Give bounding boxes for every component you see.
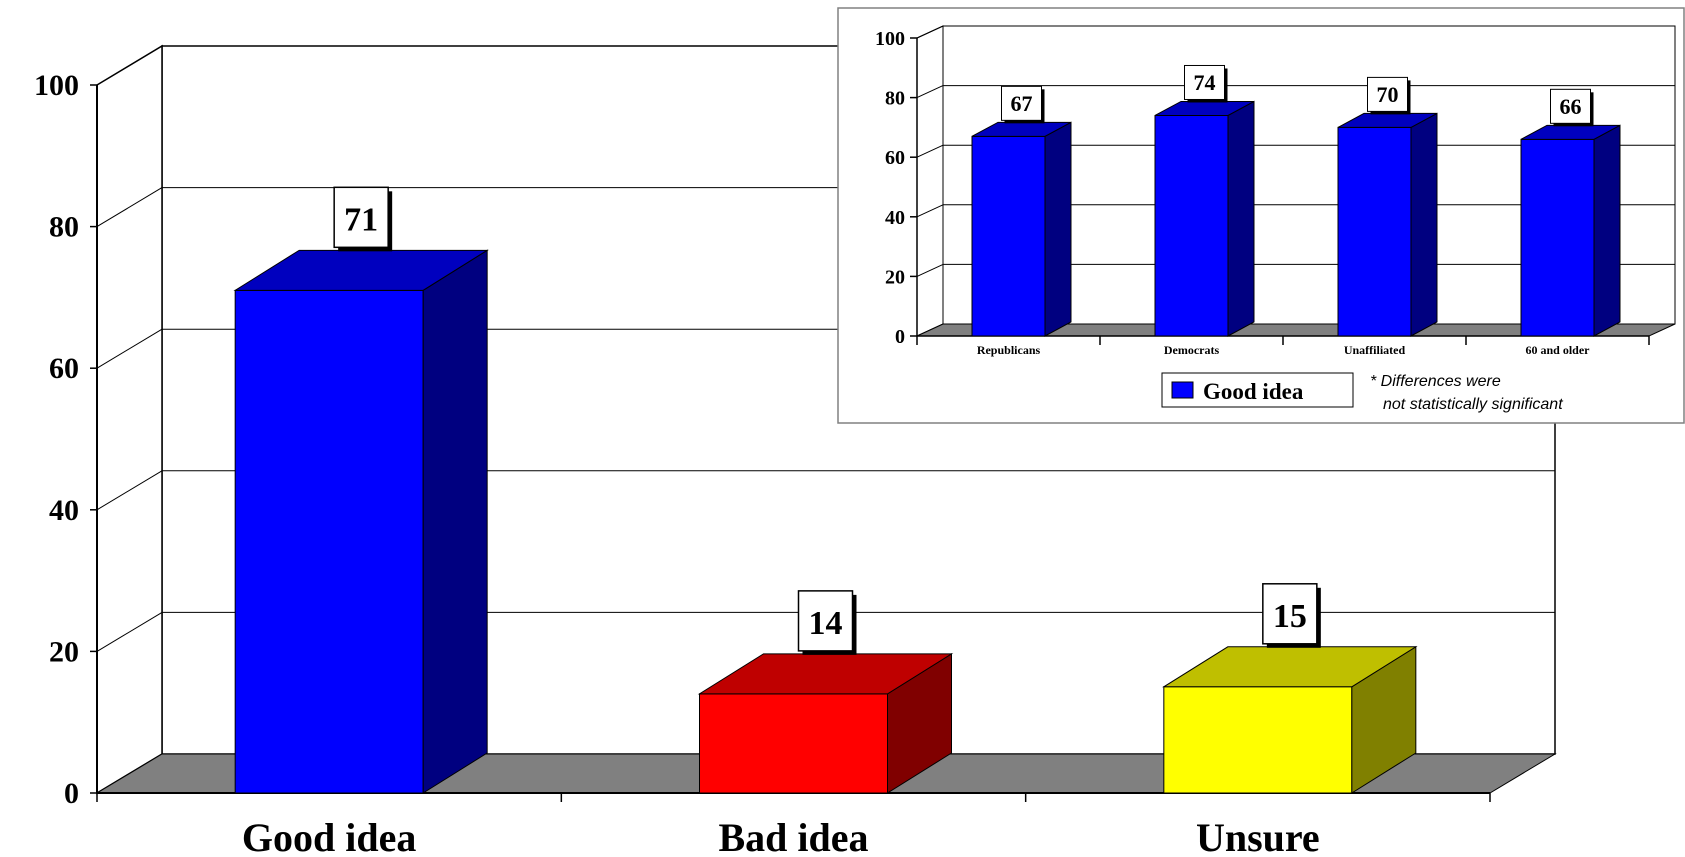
inset-legend: Good idea bbox=[1161, 372, 1354, 408]
main-bars bbox=[233, 249, 1418, 794]
main-side-wall bbox=[96, 44, 163, 795]
data-label: 74 bbox=[1184, 64, 1228, 103]
bar bbox=[1162, 645, 1418, 794]
data-label: 67 bbox=[1001, 85, 1045, 124]
main-x-ticks bbox=[96, 793, 1491, 802]
data-label-text: 71 bbox=[344, 202, 378, 239]
data-label: 15 bbox=[1262, 583, 1321, 648]
bar-side bbox=[1410, 112, 1438, 337]
data-label-text: 15 bbox=[1273, 598, 1307, 635]
y-tick-label: 100 bbox=[34, 69, 79, 102]
legend-box bbox=[1161, 372, 1354, 408]
bar bbox=[971, 121, 1072, 337]
bar bbox=[233, 249, 489, 794]
y-tick-label: 20 bbox=[49, 635, 79, 668]
gridline bbox=[916, 144, 944, 158]
y-tick-label: 60 bbox=[49, 352, 79, 385]
inset-bars bbox=[971, 100, 1621, 337]
bar-top bbox=[1337, 112, 1438, 128]
inset-x-ticks bbox=[916, 336, 1650, 345]
bar-front bbox=[1163, 686, 1353, 794]
bar-top bbox=[1162, 646, 1418, 688]
annotation-line-2: not statistically significant bbox=[1383, 396, 1563, 413]
bar-top bbox=[1154, 100, 1255, 116]
inset-side-wall bbox=[916, 25, 944, 337]
data-label: 66 bbox=[1550, 88, 1594, 127]
x-tick-label: Unsure bbox=[1196, 815, 1320, 857]
data-label-text: 67 bbox=[1011, 91, 1033, 116]
main-x-tick-labels: Good idea Bad idea Unsure bbox=[242, 815, 1320, 857]
bar bbox=[697, 652, 954, 794]
bar-side bbox=[1593, 124, 1621, 337]
data-label-text: 74 bbox=[1194, 70, 1216, 95]
data-label-text: 14 bbox=[809, 605, 843, 642]
x-tick-label: Democrats bbox=[1164, 343, 1220, 357]
bar-front bbox=[971, 135, 1046, 337]
legend-swatch bbox=[1171, 381, 1194, 399]
bar-front bbox=[1337, 126, 1412, 337]
y-tick-label: 100 bbox=[875, 28, 905, 50]
y-tick-label: 80 bbox=[885, 88, 905, 110]
x-tick-label: Bad idea bbox=[718, 815, 868, 857]
bar-top bbox=[1520, 124, 1621, 140]
gridline bbox=[96, 328, 163, 369]
annotation-line-1: * Differences were bbox=[1370, 373, 1501, 390]
gridline bbox=[916, 263, 944, 277]
bar-side bbox=[1227, 100, 1255, 337]
inset-data-labels: 67 74 70 66 bbox=[1001, 64, 1594, 127]
gridline bbox=[96, 611, 163, 652]
y-tick-label: 0 bbox=[64, 777, 79, 810]
bar-side bbox=[422, 249, 488, 794]
x-tick-label: Unaffiliated bbox=[1344, 343, 1406, 357]
gridline bbox=[96, 470, 163, 511]
legend-label: Good idea bbox=[1203, 379, 1304, 404]
gridline bbox=[96, 187, 163, 228]
x-tick-label: Republicans bbox=[977, 343, 1041, 357]
bar-side bbox=[1044, 121, 1072, 337]
x-tick-label: 60 and older bbox=[1525, 343, 1590, 357]
bar-top bbox=[971, 121, 1072, 137]
data-label: 70 bbox=[1367, 76, 1411, 115]
y-tick-label: 80 bbox=[49, 211, 79, 244]
bar bbox=[1337, 112, 1438, 337]
main-data-labels: 71 14 15 bbox=[333, 186, 1321, 655]
bar-front bbox=[699, 693, 888, 794]
gridline bbox=[916, 25, 944, 39]
x-tick-label: Good idea bbox=[242, 815, 416, 857]
data-label: 71 bbox=[333, 186, 393, 252]
y-tick-label: 20 bbox=[885, 266, 905, 288]
data-label-text: 66 bbox=[1560, 94, 1582, 119]
data-label: 14 bbox=[797, 590, 857, 655]
bar-top bbox=[233, 249, 489, 291]
gridline bbox=[96, 45, 163, 86]
y-tick-label: 0 bbox=[895, 326, 905, 348]
gridline bbox=[916, 204, 944, 218]
bar-front bbox=[234, 289, 424, 794]
y-tick-label: 60 bbox=[885, 147, 905, 169]
inset-x-tick-labels: Republicans Democrats Unaffiliated 60 an… bbox=[977, 343, 1590, 357]
bar-top bbox=[697, 653, 954, 695]
y-tick-label: 40 bbox=[49, 494, 79, 527]
bar bbox=[1154, 100, 1255, 337]
y-tick-label: 40 bbox=[885, 207, 905, 229]
bar-front bbox=[1154, 114, 1229, 337]
main-y-tick-labels: 0 20 40 60 80 100 bbox=[34, 69, 79, 810]
inset-y-tick-labels: 0 20 40 60 80 100 bbox=[875, 28, 905, 348]
data-label-text: 70 bbox=[1377, 82, 1399, 107]
gridline bbox=[916, 85, 944, 99]
inset-chart: 0 20 40 60 80 100 Republicans Democrats … bbox=[837, 7, 1685, 424]
bar bbox=[1520, 124, 1621, 337]
bar-front bbox=[1520, 138, 1595, 337]
